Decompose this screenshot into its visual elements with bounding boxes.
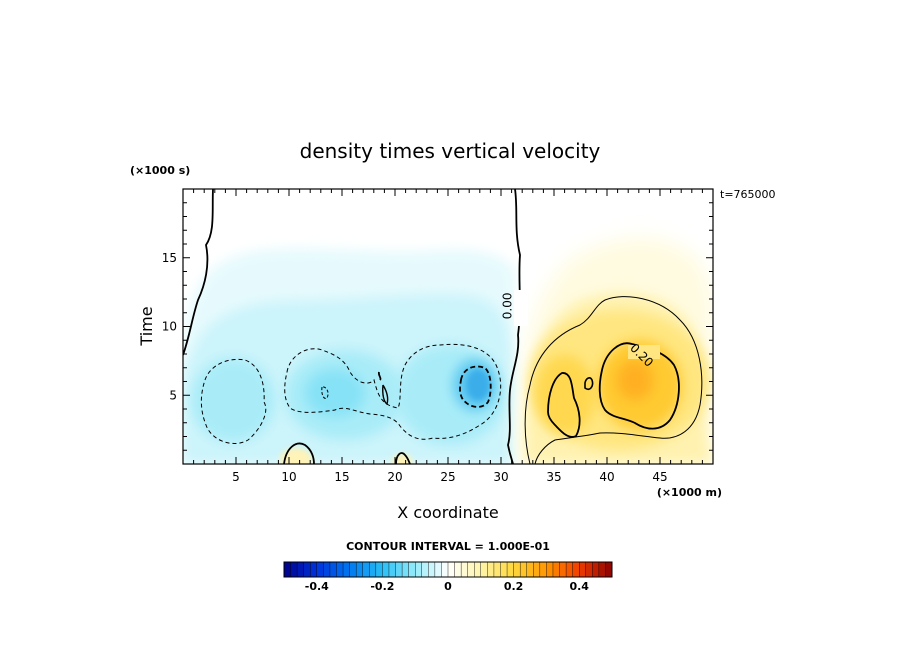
colorbar-cell (585, 561, 593, 578)
colorbar-cell (303, 561, 311, 578)
x-tick-label: 35 (546, 470, 561, 484)
y-scale-label: (×1000 s) (130, 164, 190, 177)
colorbar-frame (283, 561, 613, 578)
y-tick-label: 5 (169, 388, 177, 402)
colorbar-cell (296, 561, 305, 578)
colorbar-tick-label: 0.4 (569, 580, 589, 593)
colorbar-cell (349, 561, 357, 578)
colorbar-cell (506, 561, 515, 578)
colorbar-cell (579, 561, 587, 578)
colorbar-cell (474, 561, 482, 578)
colorbar-cell (395, 561, 403, 578)
colorbar-cell (480, 561, 488, 578)
x-tick-label: 10 (281, 470, 296, 484)
colorbar-cell (336, 561, 344, 578)
colorbar-tick-label: 0 (444, 580, 452, 593)
colorbar-cell (533, 561, 541, 578)
colorbar-cell (388, 561, 397, 578)
colorbar-tick-label: -0.4 (305, 580, 329, 593)
colorbar-cell (519, 561, 528, 578)
colorbar-cell (375, 561, 383, 578)
x-tick-label: 30 (493, 470, 508, 484)
colorbar-cell (467, 561, 475, 578)
y-axis-label: Time (137, 306, 156, 346)
colorbar-cell (283, 561, 292, 578)
contour-label-bg (514, 290, 528, 326)
x-tick-label: 45 (652, 470, 667, 484)
colorbar-cell (572, 561, 580, 578)
x-axis: 5 10 15 20 25 30 35 40 45 (193, 189, 703, 484)
x-axis-label: X coordinate (397, 503, 498, 522)
colorbar (283, 561, 613, 578)
colorbar-cell (559, 561, 567, 578)
colorbar-cell (401, 561, 410, 578)
x-scale-label: (×1000 m) (657, 486, 722, 499)
colorbar-cell (552, 561, 561, 578)
colorbar-cell (592, 561, 600, 578)
contour-label: 0.00 (501, 293, 515, 320)
x-tick-label: 20 (387, 470, 402, 484)
x-tick-label: 25 (440, 470, 455, 484)
time-stamp: t=765000 (720, 188, 776, 201)
y-axis: 5 10 15 (162, 202, 713, 451)
colorbar-cell (500, 561, 508, 578)
colorbar-cell (487, 561, 495, 578)
chart-title: density times vertical velocity (300, 139, 601, 163)
x-tick-label: 15 (334, 470, 349, 484)
colorbar-cell (329, 561, 337, 578)
y-tick-label: 10 (162, 320, 177, 334)
colorbar-cell (369, 561, 377, 578)
colorbar-cell (598, 561, 606, 578)
colorbar-cell (546, 561, 554, 578)
colorbar-cell (441, 561, 449, 578)
colorbar-cell (355, 561, 364, 578)
colorbar-cell (605, 561, 613, 578)
colorbar-cell (310, 561, 318, 578)
colorbar-cell (408, 561, 416, 578)
colorbar-cell (434, 561, 442, 578)
colorbar-cell (428, 561, 436, 578)
field-shading (183, 189, 713, 464)
colorbar-ticks: -0.4 -0.2 0 0.2 0.4 (305, 580, 590, 593)
colorbar-cell (323, 561, 331, 578)
colorbar-cell (421, 561, 429, 578)
colorbar-cell (493, 561, 501, 578)
colorbar-cell (415, 561, 423, 578)
contour-label-bg (628, 345, 660, 359)
colorbar-cell (460, 561, 469, 578)
colorbar-cell (454, 561, 462, 578)
colorbar-cell (447, 561, 456, 578)
colorbar-cell (342, 561, 351, 578)
colorbar-cell (513, 561, 521, 578)
x-tick-label: 40 (599, 470, 614, 484)
colorbar-cell (362, 561, 370, 578)
colorbar-tick-label: 0.2 (504, 580, 524, 593)
y-tick-label: 15 (162, 251, 177, 265)
colorbar-cell (526, 561, 534, 578)
colorbar-tick-label: -0.2 (370, 580, 394, 593)
colorbar-cell (382, 561, 390, 578)
colorbar-cell (290, 561, 298, 578)
colorbar-cell (565, 561, 574, 578)
colorbar-cell (539, 561, 547, 578)
contour-lines (183, 189, 703, 464)
x-tick-label: 5 (232, 470, 240, 484)
contour-interval-text: CONTOUR INTERVAL = 1.000E-01 (346, 540, 550, 553)
colorbar-cell (316, 561, 324, 578)
